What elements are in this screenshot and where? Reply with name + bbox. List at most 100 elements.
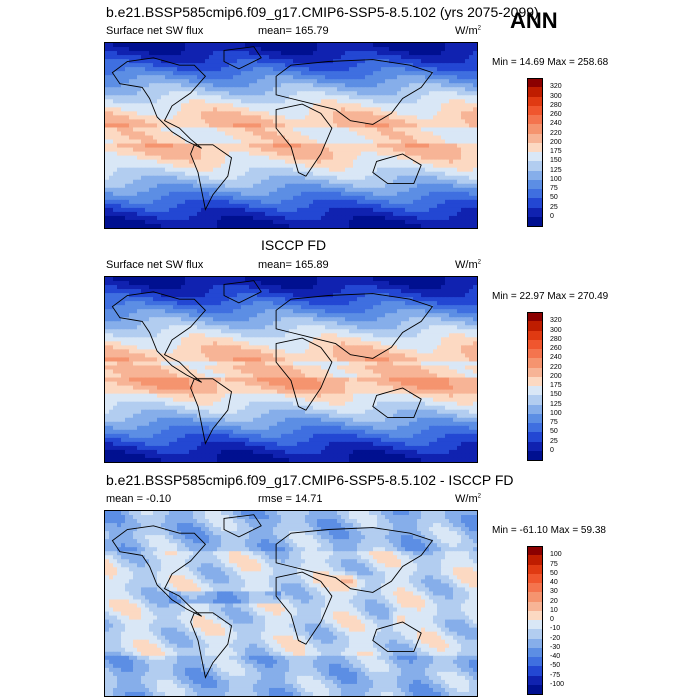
colorbar-tick-label: 125 — [550, 400, 562, 408]
colorbar-cell — [527, 367, 543, 378]
colorbar-cell — [527, 555, 543, 565]
colorbar-cell — [527, 601, 543, 612]
coastline — [190, 612, 232, 679]
colorbar-cell — [527, 610, 543, 621]
map-field — [105, 277, 477, 462]
colorbar-cell — [527, 216, 543, 227]
colorbar-cell — [527, 450, 543, 461]
coastline — [111, 291, 207, 383]
colorbar-tick-label: 75 — [550, 185, 558, 192]
colorbar-tick-label: 100 — [550, 175, 562, 183]
colorbar-cell — [527, 432, 543, 442]
colorbar-cell — [527, 312, 543, 322]
panel-1-colorbar: 320 300 280 260 240 220 200 175 150 125 100 75 50 25 0 — [527, 78, 587, 227]
colorbar-tick-label: 320 — [550, 83, 562, 91]
coastline — [275, 337, 333, 411]
panel-2-minmax: Min = 22.97 Max = 270.49 — [492, 291, 609, 302]
colorbar-tick-label: 280 — [550, 101, 562, 109]
colorbar-cell — [527, 638, 543, 649]
coastline — [372, 153, 422, 185]
colorbar-tick-label: 50 — [550, 569, 558, 577]
colorbar-cell — [527, 583, 543, 593]
map-field — [105, 43, 477, 228]
colorbar-tick-label: 240 — [550, 120, 562, 128]
colorbar-tick-label: 240 — [550, 354, 562, 362]
colorbar-cell — [527, 133, 543, 144]
panel-2-units: W/m2 — [455, 259, 481, 271]
panel-2-mean-label: mean= 165.89 — [258, 259, 329, 271]
panel-3-title: b.e21.BSSP585cmip6.f09_g17.CMIP6-SSP5-8.… — [106, 472, 514, 488]
panel-2-variable-label: Surface net SW flux — [106, 259, 204, 271]
colorbar-cell — [527, 87, 543, 97]
colorbar-tick-label: 300 — [550, 92, 562, 100]
colorbar-tick-label: 200 — [550, 372, 562, 380]
colorbar-cell — [527, 198, 543, 208]
colorbar-tick-label: -40 — [550, 653, 561, 660]
colorbar-tick-label: 75 — [550, 419, 558, 426]
panel-3-mean-label: mean = -0.10 — [106, 493, 172, 505]
colorbar-tick-label: 300 — [550, 326, 562, 334]
colorbar-tick-label: 0 — [550, 446, 554, 454]
colorbar-tick-label: 150 — [550, 391, 562, 399]
colorbar-cell — [527, 647, 543, 658]
colorbar-cell — [527, 207, 543, 218]
colorbar-tick-label: 220 — [550, 363, 562, 371]
colorbar-tick-label: 25 — [550, 203, 558, 211]
colorbar-tick-label: 100 — [550, 409, 562, 417]
colorbar-cell — [527, 179, 543, 190]
colorbar-tick-label: 200 — [550, 138, 562, 146]
colorbar-tick-label: 100 — [550, 551, 562, 559]
colorbar-cell — [527, 115, 543, 125]
coastline — [190, 144, 232, 211]
colorbar-tick-label: 280 — [550, 335, 562, 343]
colorbar-tick-label: 0 — [550, 212, 554, 220]
colorbar-cell — [527, 96, 543, 107]
colorbar-cell — [527, 170, 543, 181]
colorbar-tick-label: 50 — [550, 194, 558, 202]
colorbar-tick-label: 50 — [550, 428, 558, 436]
colorbar-tick-label: 125 — [550, 166, 562, 174]
colorbar-cell — [527, 142, 543, 153]
panel-2-colorbar: 320 300 280 260 240 220 200 175 150 125 100 75 50 25 0 — [527, 312, 587, 461]
colorbar-cell — [527, 657, 543, 667]
coastline — [111, 525, 207, 617]
coastline — [275, 293, 434, 359]
panel-2-map — [104, 276, 478, 463]
colorbar-tick-label: -10 — [550, 625, 561, 633]
colorbar-cell — [527, 413, 543, 424]
panel-3-minmax: Min = -61.10 Max = 59.38 — [492, 525, 606, 536]
colorbar-tick-label: 75 — [550, 560, 558, 568]
colorbar-cell — [527, 330, 543, 341]
colorbar-tick-label: -20 — [550, 634, 561, 642]
colorbar-cell — [527, 349, 543, 359]
colorbar-cell — [527, 321, 543, 331]
colorbar-tick-label: 30 — [550, 588, 558, 596]
colorbar-cell — [527, 189, 543, 199]
colorbar-cell — [527, 78, 543, 88]
coastline — [275, 527, 434, 593]
colorbar-tick-label: 40 — [550, 579, 558, 586]
coastline — [372, 387, 422, 419]
colorbar-tick-label: 320 — [550, 317, 562, 325]
colorbar-tick-label: 20 — [550, 597, 558, 605]
panel-3-units: W/m2 — [455, 493, 481, 505]
colorbar-cell — [527, 423, 543, 433]
coastline — [223, 46, 262, 70]
colorbar-tick-label: -50 — [550, 662, 561, 670]
colorbar-cell — [527, 564, 543, 575]
colorbar-tick-label: 260 — [550, 111, 562, 118]
colorbar-tick-label: 260 — [550, 345, 562, 352]
coastline — [190, 378, 232, 445]
colorbar-cell — [527, 404, 543, 415]
colorbar-tick-label: -100 — [550, 680, 565, 688]
colorbar-cell — [527, 441, 543, 452]
colorbar-cell — [527, 376, 543, 387]
coastline — [223, 514, 262, 538]
colorbar-cell — [527, 675, 543, 686]
colorbar-tick-label: -75 — [550, 671, 561, 679]
colorbar-cell — [527, 620, 543, 630]
colorbar-tick-label: 150 — [550, 157, 562, 165]
colorbar-cell — [527, 161, 543, 171]
colorbar-tick-label: 175 — [550, 148, 562, 155]
colorbar-cell — [527, 573, 543, 584]
